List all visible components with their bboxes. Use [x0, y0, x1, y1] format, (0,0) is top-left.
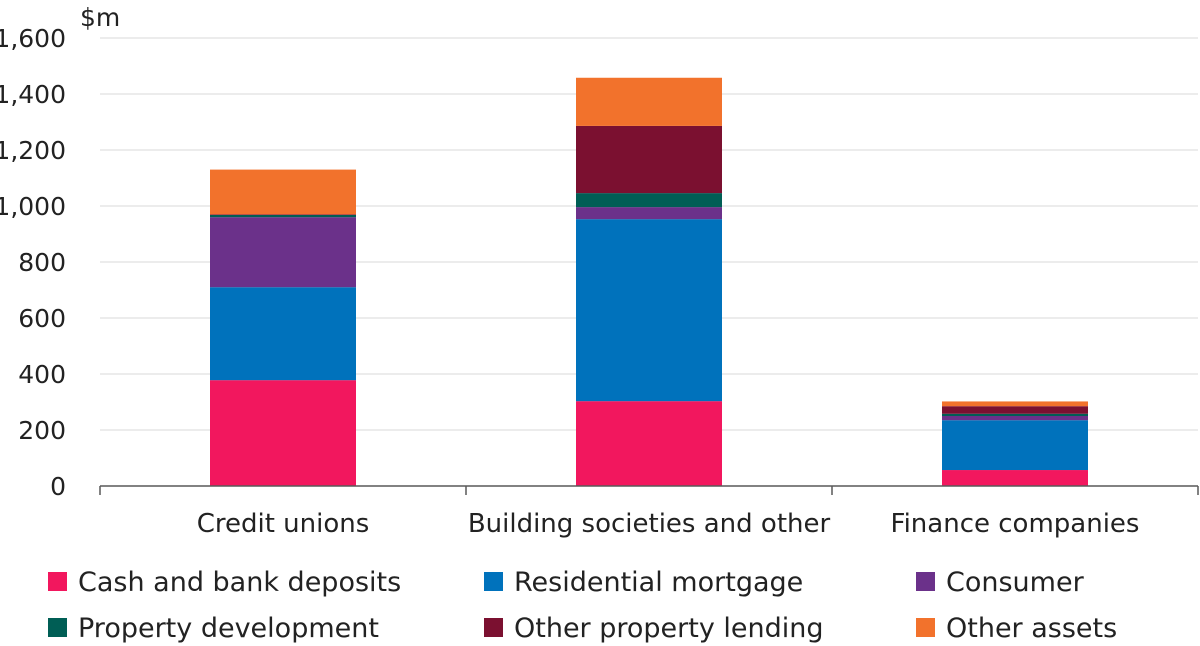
- legend-swatch: [484, 618, 503, 637]
- legend-label: Residential mortgage: [514, 567, 803, 598]
- bar-segment: [576, 207, 722, 220]
- y-tick-labels: 0 200 400 600 800 1,000 1,200 1,400 1,600: [0, 24, 66, 501]
- legend-swatch: [916, 618, 935, 637]
- legend: Cash and bank deposits Residential mortga…: [48, 567, 1117, 644]
- bar-segment: [942, 420, 1088, 471]
- bars: [210, 77, 1088, 486]
- y-tick-label: 200: [18, 416, 66, 445]
- bar-segment: [210, 214, 356, 215]
- y-tick-label: 1,400: [0, 80, 66, 109]
- bar-segment: [576, 401, 722, 486]
- legend-swatch: [48, 618, 67, 637]
- legend-label: Cash and bank deposits: [78, 567, 401, 598]
- legend-swatch: [916, 572, 935, 591]
- legend-label: Other assets: [946, 613, 1117, 644]
- y-tick-label: 0: [50, 472, 66, 501]
- bar-segment: [942, 470, 1088, 486]
- bar-segment: [942, 413, 1088, 416]
- axes: [99, 485, 1199, 495]
- legend-label: Property development: [78, 613, 379, 644]
- bar-segment: [942, 406, 1088, 414]
- y-tick-label: 400: [18, 360, 66, 389]
- y-tick-label: 800: [18, 248, 66, 277]
- bar-segment: [942, 416, 1088, 421]
- category-label: Building societies and other: [468, 509, 831, 539]
- bar-segment: [576, 219, 722, 402]
- category-label: Finance companies: [891, 509, 1140, 539]
- bar-segment: [210, 214, 356, 218]
- y-unit-label: $m: [80, 3, 120, 32]
- y-tick-label: 1,200: [0, 136, 66, 165]
- bar-segment: [210, 380, 356, 486]
- bar-segment: [210, 287, 356, 381]
- bar-segment: [576, 125, 722, 194]
- y-tick-label: 1,600: [0, 24, 66, 53]
- bar-segment: [210, 169, 356, 215]
- bar-segment: [210, 217, 356, 288]
- legend-label: Consumer: [946, 567, 1085, 598]
- legend-swatch: [484, 572, 503, 591]
- y-tick-label: 1,000: [0, 192, 66, 221]
- category-label: Credit unions: [197, 509, 370, 539]
- category-labels: Credit unions Building societies and othe…: [197, 509, 1140, 539]
- legend-swatch: [48, 572, 67, 591]
- legend-label: Other property lending: [514, 613, 824, 644]
- y-tick-label: 600: [18, 304, 66, 333]
- bar-segment: [576, 77, 722, 126]
- bar-segment: [942, 401, 1088, 407]
- bar-segment: [576, 193, 722, 208]
